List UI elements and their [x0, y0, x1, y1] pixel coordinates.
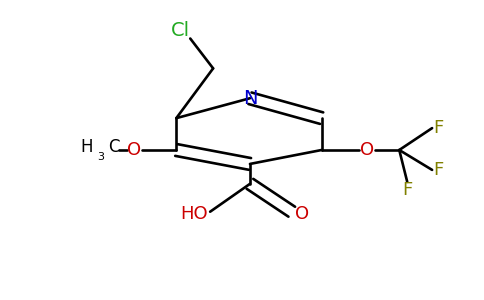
Text: F: F	[402, 181, 412, 199]
Text: Cl: Cl	[171, 21, 190, 40]
Text: O: O	[295, 205, 309, 223]
Text: O: O	[361, 141, 375, 159]
Text: HO: HO	[181, 205, 208, 223]
Text: F: F	[433, 161, 443, 179]
Text: 3: 3	[98, 152, 105, 162]
Text: F: F	[433, 119, 443, 137]
Text: C: C	[108, 138, 120, 156]
Text: O: O	[127, 141, 141, 159]
Text: H: H	[80, 138, 93, 156]
Text: N: N	[242, 89, 257, 108]
